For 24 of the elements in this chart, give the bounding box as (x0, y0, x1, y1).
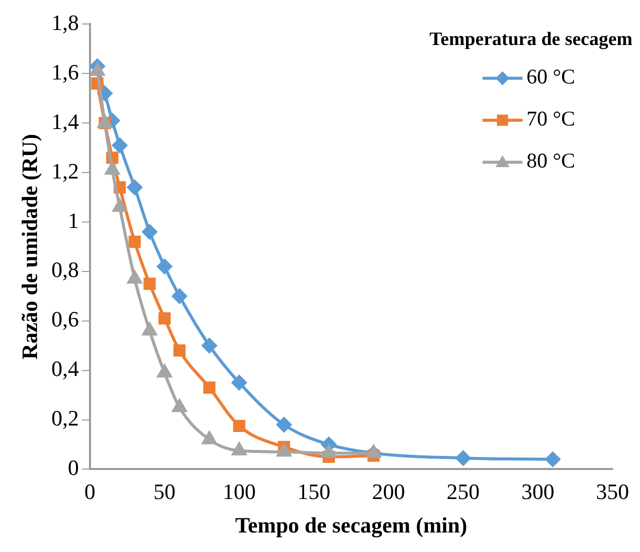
y-tick-label: 0 (68, 454, 79, 480)
legend-label: 70 °C (526, 106, 576, 131)
y-tick-label: 0,2 (51, 406, 79, 431)
x-tick-label: 300 (521, 479, 554, 504)
legend-label: 80 °C (526, 148, 576, 173)
y-tick-label: 1,8 (51, 10, 79, 35)
x-axis-title: Tempo de secagem (min) (235, 512, 468, 538)
y-tick-label: 0,4 (51, 356, 79, 382)
y-axis-title: Razão de umidade (RU) (16, 134, 42, 360)
x-tick-label: 250 (446, 479, 480, 504)
y-tick-label: 1,6 (51, 59, 79, 84)
x-tick-label: 100 (222, 479, 256, 504)
y-tick-label: 0,8 (51, 257, 79, 282)
y-tick-label: 1,4 (51, 108, 79, 134)
y-tick-label: 0,6 (51, 306, 79, 332)
legend-label: 60 °C (526, 64, 576, 89)
x-tick-label: 50 (154, 479, 176, 504)
y-tick-label: 1 (68, 208, 79, 233)
x-tick-label: 200 (372, 479, 406, 504)
x-tick-label: 350 (596, 479, 629, 504)
legend-title: Temperatura de secagem (430, 29, 633, 50)
x-tick-label: 0 (84, 479, 96, 504)
y-tick-label: 1,2 (51, 158, 79, 184)
x-tick-label: 150 (297, 479, 330, 504)
